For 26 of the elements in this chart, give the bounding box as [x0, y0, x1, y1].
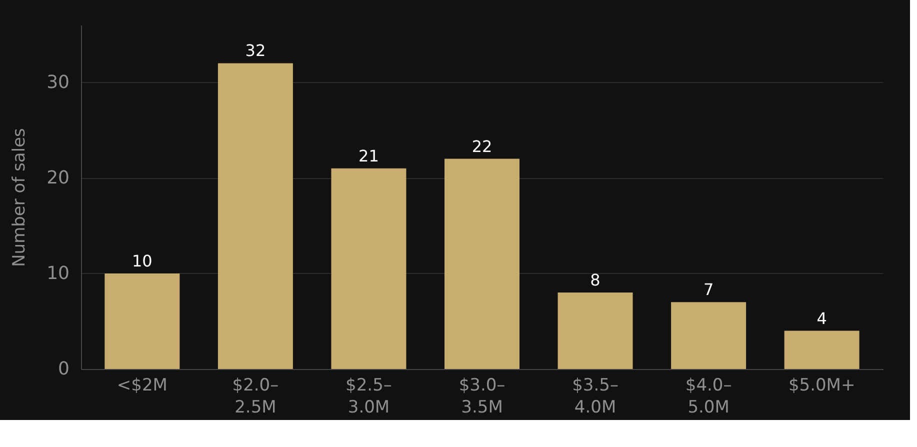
- x-tick-label: $5.0M+: [788, 376, 856, 396]
- y-tick-label: 0: [58, 358, 70, 380]
- bar: [104, 273, 180, 369]
- y-tick-label: 20: [46, 167, 70, 188]
- data-label: 22: [472, 136, 492, 156]
- bar: [218, 63, 293, 369]
- bar: [331, 168, 406, 369]
- x-tick-label: $2.0– 2.5M: [232, 376, 279, 418]
- x-tick-label: $4.0– 5.0M: [685, 376, 732, 418]
- bar: [784, 330, 860, 369]
- data-label: 8: [590, 270, 600, 290]
- bar: [558, 292, 633, 369]
- y-tick-label: 30: [46, 72, 70, 93]
- bar: [671, 302, 746, 369]
- data-label: 4: [816, 308, 827, 328]
- data-label: 7: [703, 280, 714, 300]
- data-label: 10: [132, 251, 152, 270]
- y-tick-label: 10: [46, 262, 70, 284]
- x-tick-label: $2.5– 3.0M: [346, 376, 392, 418]
- y-axis-title: Number of sales: [10, 128, 30, 267]
- x-tick-label: <$2M: [116, 376, 168, 396]
- x-tick-label: $3.5– 4.0M: [572, 376, 618, 418]
- data-label: 32: [245, 41, 266, 60]
- data-label: 21: [358, 146, 379, 166]
- bar: [444, 158, 520, 369]
- x-tick-label: $3.0– 3.5M: [458, 376, 506, 418]
